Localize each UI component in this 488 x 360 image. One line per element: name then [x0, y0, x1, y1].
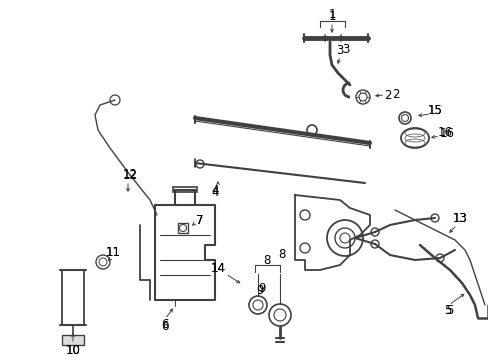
- Text: 5: 5: [446, 305, 453, 318]
- Text: 3: 3: [336, 44, 343, 57]
- Text: 10: 10: [65, 343, 80, 356]
- Text: 15: 15: [427, 104, 442, 117]
- Text: 11: 11: [105, 246, 120, 258]
- Text: 14: 14: [210, 261, 225, 274]
- Text: 2: 2: [391, 87, 399, 100]
- Text: 8: 8: [263, 253, 270, 266]
- Text: 16: 16: [439, 126, 453, 140]
- Text: 3: 3: [342, 42, 349, 55]
- Text: 14: 14: [210, 261, 225, 274]
- Text: 4: 4: [211, 184, 218, 197]
- Text: 10: 10: [65, 343, 80, 356]
- Text: 12: 12: [122, 168, 137, 181]
- Text: 15: 15: [427, 104, 442, 117]
- Text: 1: 1: [327, 8, 335, 21]
- Text: 7: 7: [196, 213, 203, 226]
- Text: 1: 1: [327, 9, 335, 23]
- Text: 2: 2: [384, 89, 391, 102]
- Text: 6: 6: [161, 319, 168, 332]
- Text: 11: 11: [105, 246, 120, 258]
- Text: 12: 12: [122, 167, 137, 180]
- Text: 8: 8: [278, 248, 285, 261]
- Text: 5: 5: [444, 303, 451, 316]
- FancyBboxPatch shape: [62, 335, 84, 345]
- Text: 7: 7: [196, 213, 203, 226]
- Text: 9: 9: [256, 284, 263, 297]
- Text: 4: 4: [211, 185, 218, 198]
- Text: 9: 9: [258, 282, 265, 294]
- Text: 13: 13: [451, 212, 467, 225]
- Text: 13: 13: [451, 212, 467, 225]
- Text: 6: 6: [161, 320, 168, 333]
- Text: 16: 16: [437, 126, 451, 139]
